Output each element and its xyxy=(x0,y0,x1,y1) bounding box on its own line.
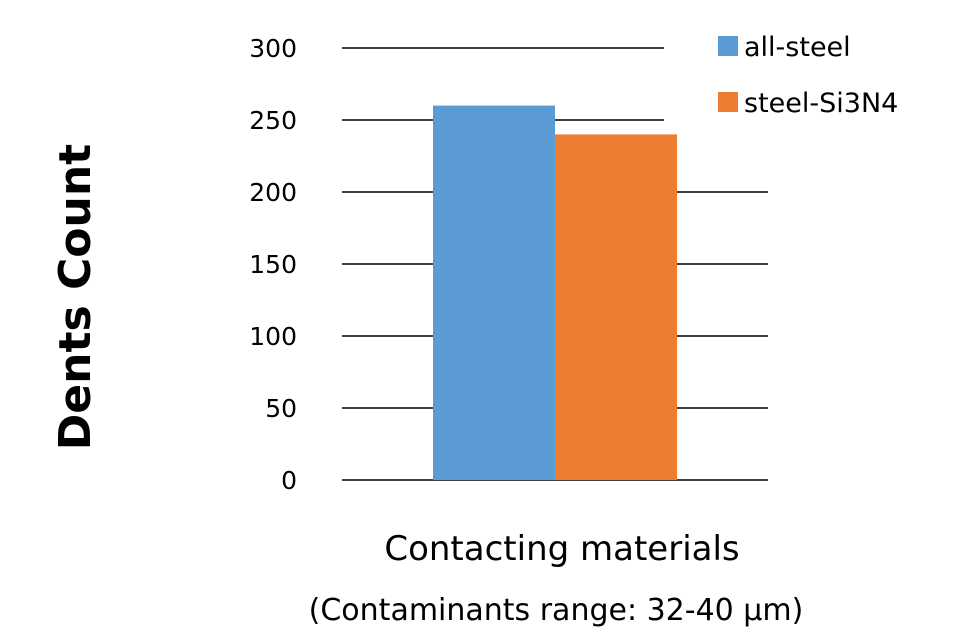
y-tick-label-250: 250 xyxy=(249,106,297,135)
bar-all-steel xyxy=(433,105,555,480)
y-tick-label-100: 100 xyxy=(249,322,297,351)
legend-swatch-all-steel xyxy=(718,36,738,56)
legend-label-all-steel: all-steel xyxy=(744,32,851,63)
y-axis-label: Dents Count xyxy=(50,144,101,450)
x-axis-label: Contacting materials xyxy=(384,529,739,569)
bar-steel-si3n4 xyxy=(555,134,677,480)
y-tick-label-0: 0 xyxy=(281,466,297,495)
legend-label-steel-si3n4: steel-Si3N4 xyxy=(744,88,898,119)
y-tick-label-150: 150 xyxy=(249,250,297,279)
x-axis-sublabel: (Contaminants range: 32-40 μm) xyxy=(309,593,804,628)
y-tick-label-50: 50 xyxy=(265,394,297,423)
bars xyxy=(433,105,677,480)
legend-swatch-steel-si3n4 xyxy=(718,92,738,112)
y-tick-label-200: 200 xyxy=(249,178,297,207)
y-tick-label-300: 300 xyxy=(249,34,297,63)
legend: all-steel steel-Si3N4 xyxy=(718,32,898,119)
y-axis-ticks: 0 50 100 150 200 250 300 xyxy=(249,34,297,495)
